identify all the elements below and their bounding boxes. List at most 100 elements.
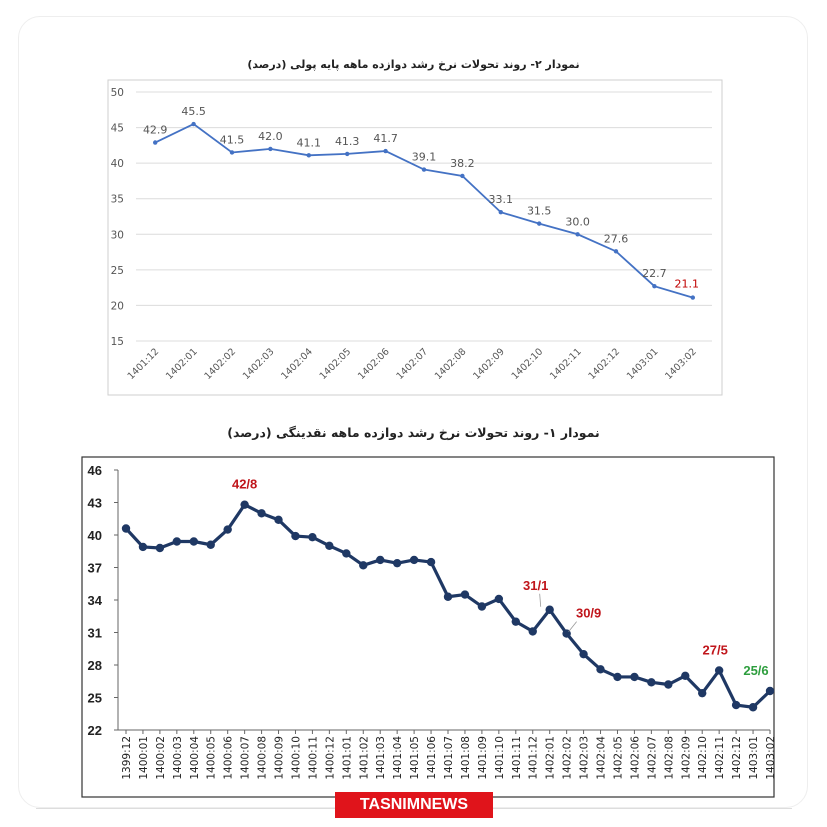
chart-2-y-tick-label: 40 bbox=[111, 158, 124, 170]
chart-1-x-tick-label: 1400:05 bbox=[206, 736, 218, 780]
chart-2-data-point bbox=[537, 221, 542, 226]
chart-1-x-tick-label: 1400:02 bbox=[155, 736, 167, 780]
chart-2-data-point bbox=[690, 295, 695, 300]
chart-1-annotation-leader bbox=[568, 621, 577, 632]
chart-1-x-tick-label: 1401:12 bbox=[528, 736, 540, 780]
chart-1-data-point bbox=[426, 557, 436, 567]
chart-1-data-point bbox=[291, 531, 300, 541]
chart-2-data-label: 41.3 bbox=[335, 135, 360, 148]
chart-1-annotation-label: 30/9 bbox=[576, 606, 601, 621]
chart-1-x-tick-label: 1402:11 bbox=[714, 736, 726, 780]
chart-2-y-tick-label: 45 bbox=[111, 123, 124, 135]
chart-1-x-tick-label: 1401:01 bbox=[341, 736, 353, 780]
chart-2-y-tick-label: 50 bbox=[111, 87, 124, 99]
chart-1-x-tick-label: 1403:01 bbox=[748, 736, 760, 780]
chart-1-y-tick-label: 31 bbox=[88, 626, 102, 641]
chart-1-data-point bbox=[155, 543, 165, 553]
chart-1-y-tick-label: 28 bbox=[88, 658, 102, 673]
chart-2-y-tick-label: 20 bbox=[111, 300, 124, 312]
chart-1-border bbox=[81, 456, 775, 798]
chart-1-x-tick-label: 1403:02 bbox=[765, 736, 777, 780]
chart-1-data-point bbox=[325, 541, 334, 551]
chart-1-y-tick-label: 25 bbox=[88, 691, 102, 706]
chart-1-data-point bbox=[477, 602, 487, 611]
chart-1-annotation-label: 42/8 bbox=[232, 477, 257, 492]
chart-1-x-tick-label: 1399:12 bbox=[121, 736, 133, 780]
chart-1-annotation-leader bbox=[539, 593, 542, 607]
chart-1-x-tick-label: 1402:03 bbox=[579, 736, 591, 780]
chart-1-x-tick-label: 1401:08 bbox=[460, 736, 472, 780]
tasnim-news-logo: TASNIMNEWS bbox=[335, 792, 493, 818]
chart-2-data-label: 41.7 bbox=[373, 132, 398, 145]
chart-1-annotation-label: 27/5 bbox=[703, 642, 728, 657]
chart-1-data-point bbox=[731, 700, 741, 710]
chart-1-data-point bbox=[409, 555, 419, 565]
chart-1-x-tick-label: 1402:06 bbox=[629, 736, 641, 780]
chart-1-x-tick-label: 1402:10 bbox=[697, 736, 709, 780]
chart-1-data-point bbox=[376, 555, 385, 565]
chart-1-x-tick-label: 1401:11 bbox=[511, 736, 523, 780]
chart-2-data-label: 41.5 bbox=[220, 133, 245, 146]
chart-1-data-point bbox=[494, 594, 504, 604]
chart-1-y-tick-label: 22 bbox=[88, 723, 102, 738]
chart-2-data-point bbox=[345, 151, 350, 157]
chart-1-x-tick-label: 1402:02 bbox=[562, 736, 574, 780]
chart-1-data-point bbox=[647, 678, 656, 687]
chart-1-x-tick-label: 1400:11 bbox=[307, 736, 319, 780]
chart-1-x-tick-label: 1401:04 bbox=[392, 736, 404, 780]
chart-1-x-tick-label: 1400:06 bbox=[223, 736, 235, 780]
chart-2-data-label: 33.1 bbox=[489, 193, 514, 206]
chart-1-data-point bbox=[443, 592, 453, 601]
chart-1-data-point bbox=[681, 671, 690, 681]
chart-1-x-tick-label: 1402:12 bbox=[731, 736, 743, 780]
chart-1-y-tick-label: 37 bbox=[88, 561, 102, 576]
chart-1-x-tick-label: 1401:05 bbox=[409, 736, 421, 780]
chart-2-data-point bbox=[268, 146, 273, 152]
chart-1-title: نمودار ۱- روند تحولات نرخ رشد دوازده ماه… bbox=[227, 425, 600, 440]
chart-1-data-point bbox=[579, 649, 588, 659]
chart-1-data-point bbox=[342, 549, 351, 558]
chart-2-data-point bbox=[229, 150, 235, 155]
chart-1-x-tick-label: 1400:10 bbox=[290, 736, 302, 780]
chart-2-data-label: 22.7 bbox=[642, 267, 667, 280]
chart-1-data-point bbox=[257, 509, 266, 518]
chart-2-y-tick-label: 15 bbox=[111, 336, 124, 348]
chart-2-data-point bbox=[460, 173, 465, 179]
chart-2-data-label: 27.6 bbox=[604, 232, 629, 245]
chart-1-x-tick-label: 1402:05 bbox=[612, 736, 624, 780]
chart-1-data-point bbox=[359, 561, 368, 570]
chart-1-data-point bbox=[630, 672, 639, 682]
chart-2-title: نمودار ۲- روند تحولات نرخ رشد دوازده ماه… bbox=[247, 58, 580, 71]
chart-1-data-point bbox=[511, 617, 520, 626]
chart-1-data-point bbox=[121, 524, 131, 533]
chart-1-data-point bbox=[664, 680, 673, 689]
chart-1-data-point bbox=[223, 525, 232, 534]
chart-1-x-tick-label: 1400:03 bbox=[172, 736, 184, 780]
chart-1-data-point bbox=[528, 627, 537, 636]
chart-2-data-label: 21.1 bbox=[675, 278, 700, 291]
chart-1-data-point bbox=[274, 515, 283, 525]
chart-2-data-point bbox=[383, 148, 388, 154]
chart-1-x-tick-label: 1401:07 bbox=[443, 736, 455, 780]
chart-2-data-label: 41.1 bbox=[297, 136, 322, 149]
chart-1-x-tick-label: 1401:02 bbox=[358, 736, 370, 780]
chart-1-x-tick-label: 1402:04 bbox=[596, 736, 608, 780]
chart-1-y-tick-label: 34 bbox=[88, 593, 103, 608]
chart-1-x-tick-label: 1400:09 bbox=[274, 736, 286, 780]
chart-1-y-tick-label: 43 bbox=[88, 496, 102, 511]
chart-1-x-tick-label: 1401:09 bbox=[477, 736, 489, 780]
chart-1-annotation-label: 31/1 bbox=[523, 578, 548, 593]
chart-1-x-tick-label: 1400:04 bbox=[189, 736, 201, 780]
chart-1-x-tick-label: 1400:12 bbox=[324, 736, 336, 780]
chart-2-data-label: 30.0 bbox=[565, 215, 590, 228]
chart-2-data-label: 42.0 bbox=[258, 130, 283, 143]
chart-1-data-point bbox=[545, 605, 554, 614]
chart-1-data-point bbox=[765, 686, 775, 696]
chart-1-y-tick-label: 40 bbox=[88, 528, 102, 543]
chart-1-y-tick-label: 46 bbox=[88, 463, 102, 478]
chart-1-data-point bbox=[172, 537, 182, 546]
chart-1-x-tick-label: 1401:03 bbox=[375, 736, 387, 780]
chart-2-data-label: 42.9 bbox=[143, 124, 168, 137]
chart-1-data-point bbox=[308, 532, 317, 542]
chart-1-data-point bbox=[460, 590, 470, 599]
